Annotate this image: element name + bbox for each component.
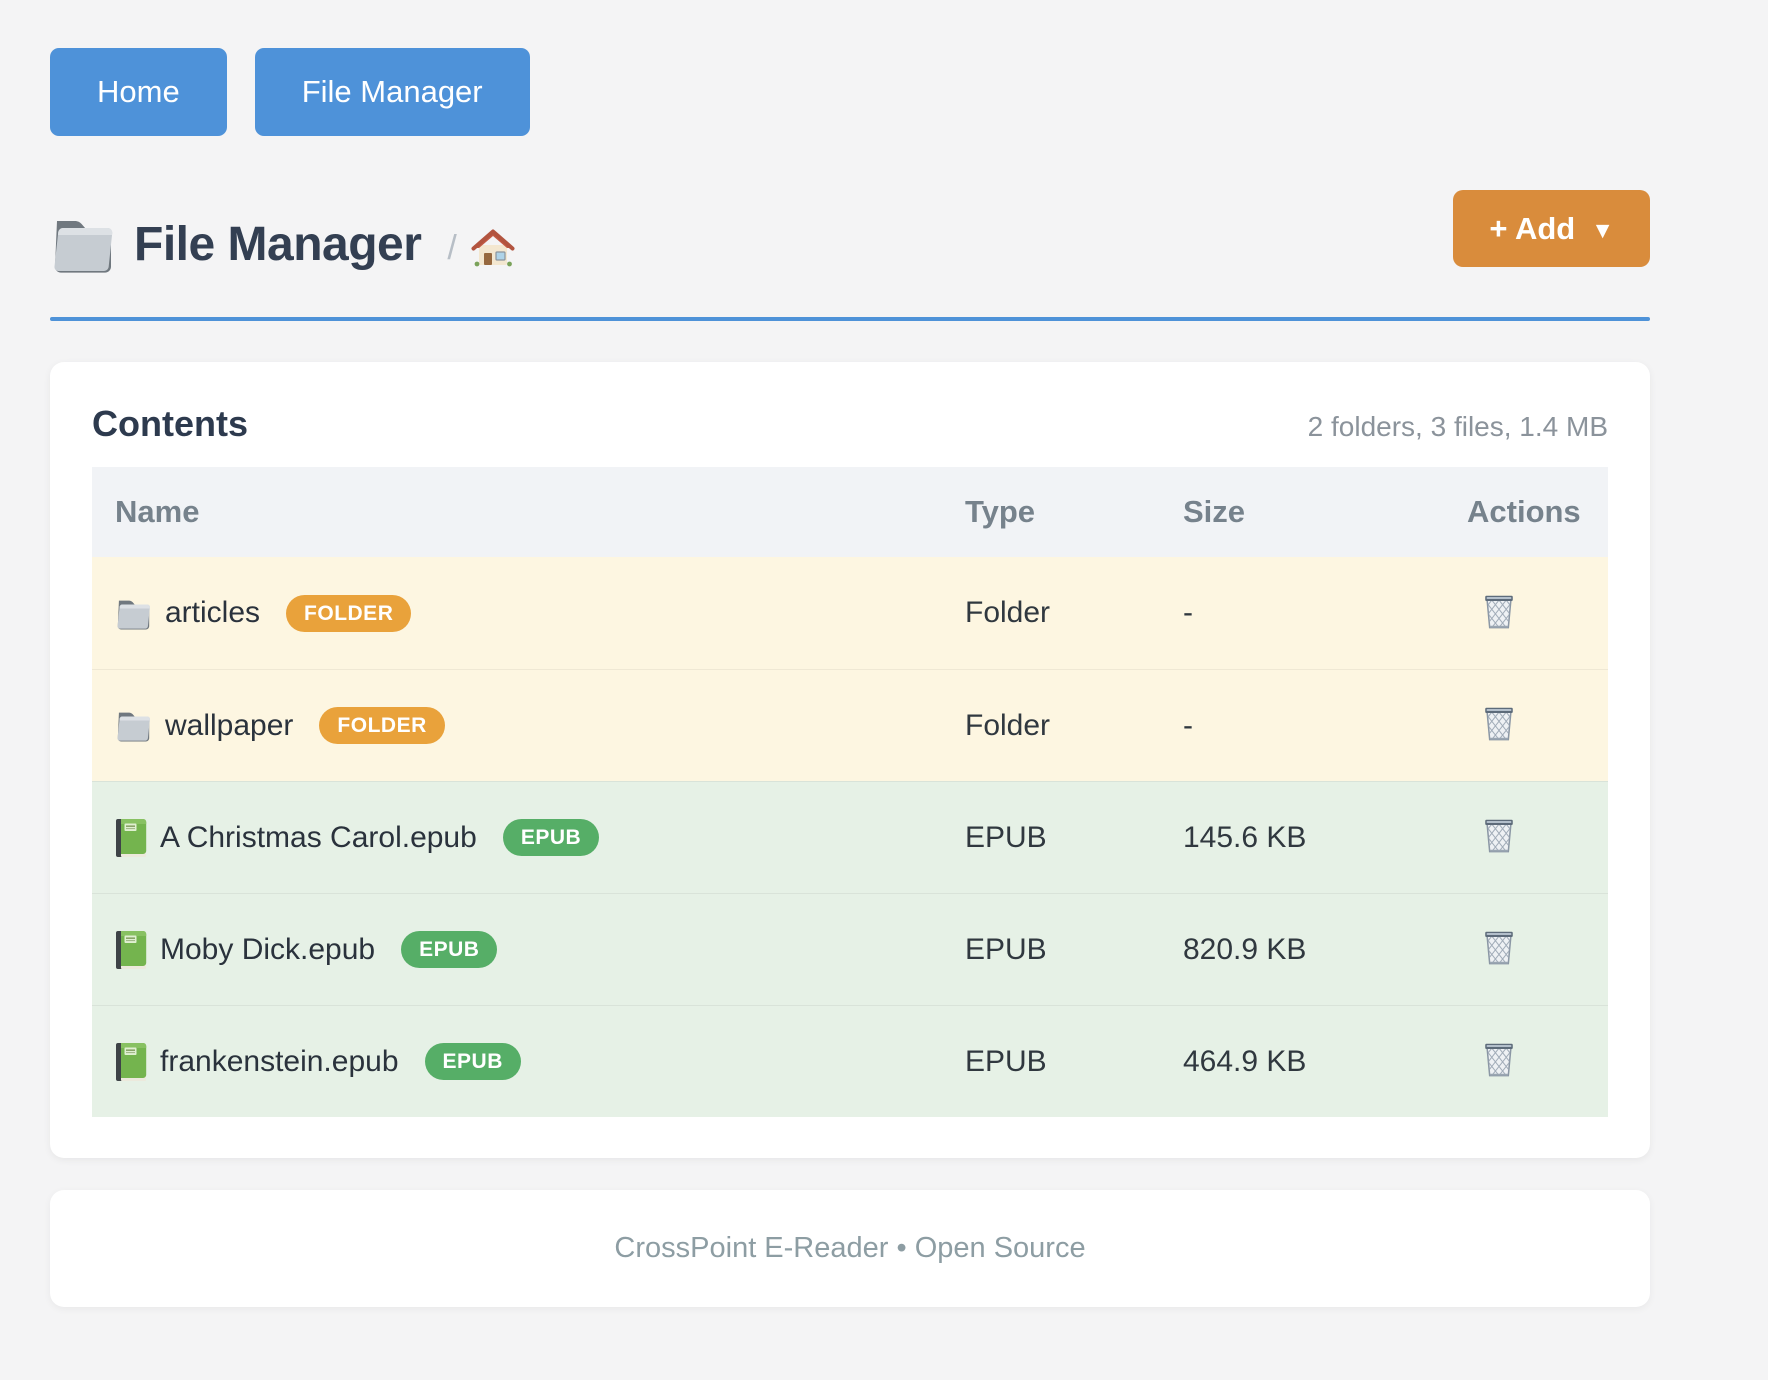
breadcrumb-separator: / — [447, 228, 457, 267]
type-cell: EPUB — [965, 932, 1047, 966]
name-cell: frankenstein.epub EPUB — [92, 1042, 965, 1082]
add-button-label: + Add — [1489, 210, 1576, 246]
folder-icon — [115, 709, 152, 742]
trash-icon[interactable] — [1481, 592, 1517, 630]
home-button[interactable]: Home — [50, 48, 227, 136]
name-cell: Moby Dick.epub EPUB — [92, 930, 965, 970]
file-manager-button[interactable]: File Manager — [254, 48, 530, 136]
contents-heading: Contents — [92, 403, 248, 444]
column-header-actions: Actions — [1467, 494, 1581, 529]
column-header-size: Size — [1183, 494, 1246, 529]
table-row[interactable]: A Christmas Carol.epub EPUB EPUB 145.6 KB — [92, 781, 1608, 893]
trash-icon[interactable] — [1481, 704, 1517, 742]
folder-name-link[interactable]: wallpaper — [165, 708, 294, 742]
type-badge: EPUB — [401, 931, 498, 968]
file-table: Name Type Size Actions articles FOLDER Folder… — [92, 467, 1608, 1117]
column-header-type: Type — [965, 494, 1036, 529]
table-row[interactable]: frankenstein.epub EPUB EPUB 464.9 KB — [92, 1005, 1608, 1117]
actions-cell — [1467, 704, 1608, 747]
type-cell: Folder — [965, 708, 1051, 742]
file-name-link[interactable]: Moby Dick.epub — [160, 932, 376, 966]
folder-name-link[interactable]: articles — [165, 596, 261, 629]
title-group: File Manager / — [50, 215, 515, 273]
name-cell: A Christmas Carol.epub EPUB — [92, 818, 965, 858]
trash-icon[interactable] — [1481, 928, 1517, 966]
caret-down-icon: ▼ — [1591, 216, 1614, 243]
card-header: Contents 2 folders, 3 files, 1.4 MB — [92, 402, 1608, 445]
type-badge: FOLDER — [319, 707, 445, 744]
file-name-link[interactable]: A Christmas Carol.epub — [160, 820, 477, 854]
type-cell: Folder — [965, 596, 1051, 629]
contents-summary: 2 folders, 3 files, 1.4 MB — [1307, 411, 1608, 442]
actions-cell — [1467, 1040, 1608, 1083]
type-cell: EPUB — [965, 820, 1047, 854]
trash-icon[interactable] — [1481, 1040, 1517, 1078]
add-button[interactable]: + Add ▼ — [1453, 190, 1650, 267]
breadcrumb-nav: Home File Manager — [50, 0, 1650, 136]
table-row[interactable]: articles FOLDER Folder - — [92, 557, 1608, 669]
contents-card: Contents 2 folders, 3 files, 1.4 MB Name… — [50, 362, 1650, 1158]
table-row[interactable]: wallpaper FOLDER Folder - — [92, 669, 1608, 781]
type-badge: EPUB — [502, 819, 600, 856]
size-cell: 464.9 KB — [1183, 1044, 1307, 1078]
footer-text: CrossPoint E-Reader • Open Source — [614, 1232, 1086, 1264]
footer: CrossPoint E-Reader • Open Source — [50, 1190, 1650, 1307]
home-icon[interactable] — [471, 227, 515, 267]
size-cell: 145.6 KB — [1183, 820, 1307, 854]
actions-cell — [1467, 592, 1608, 635]
folder-icon — [50, 215, 116, 273]
size-cell: 820.9 KB — [1183, 932, 1307, 966]
actions-cell — [1467, 816, 1608, 859]
table-header-row: Name Type Size Actions — [92, 467, 1608, 557]
green-book-icon — [115, 818, 147, 858]
column-header-name: Name — [115, 494, 200, 529]
trash-icon[interactable] — [1481, 816, 1517, 854]
name-cell: articles FOLDER — [92, 594, 965, 632]
type-cell: EPUB — [965, 1044, 1047, 1078]
type-badge: FOLDER — [286, 594, 412, 632]
actions-cell — [1467, 928, 1608, 971]
table-row[interactable]: Moby Dick.epub EPUB EPUB 820.9 KB — [92, 893, 1608, 1005]
page-title: File Manager — [134, 217, 422, 271]
size-cell: - — [1183, 708, 1193, 742]
green-book-icon — [115, 1042, 147, 1082]
header-divider — [50, 317, 1650, 321]
type-badge: EPUB — [424, 1043, 521, 1080]
file-name-link[interactable]: frankenstein.epub — [160, 1044, 399, 1078]
name-cell: wallpaper FOLDER — [92, 707, 965, 744]
page: Home File Manager File Manager / + Add ▼… — [50, 0, 1650, 1307]
table-body: articles FOLDER Folder - wallpaper FOLDER Fol… — [92, 557, 1608, 1117]
size-cell: - — [1183, 596, 1193, 629]
page-header: File Manager / + Add ▼ — [50, 190, 1650, 273]
green-book-icon — [115, 930, 147, 970]
folder-icon — [115, 597, 152, 630]
